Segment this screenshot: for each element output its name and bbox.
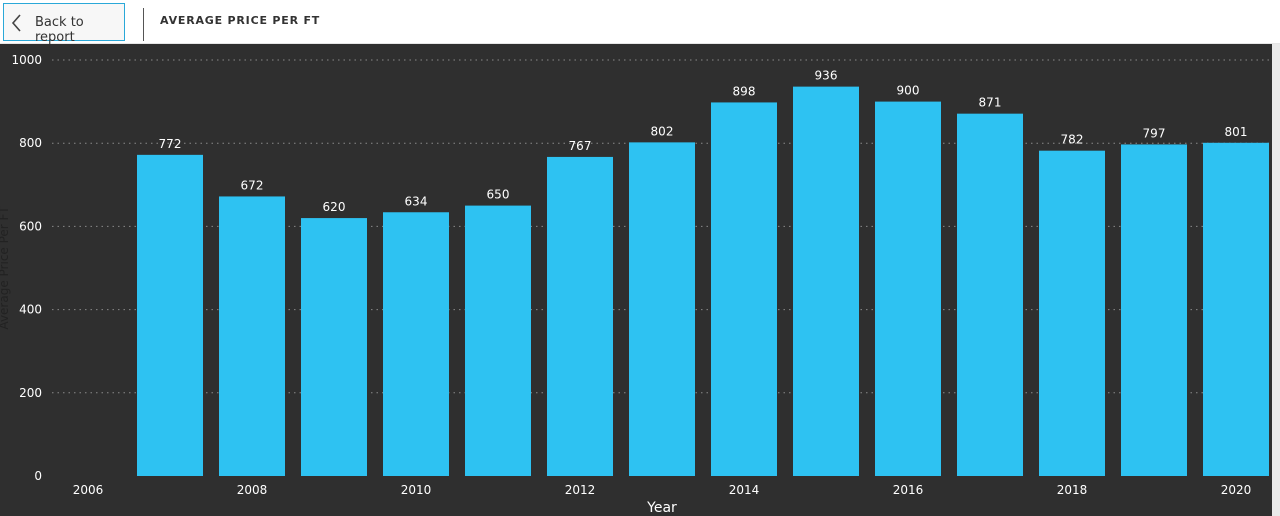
data-label-2018: 782 [1061, 133, 1084, 147]
bar-2009[interactable] [301, 218, 367, 476]
data-label-2020: 801 [1225, 125, 1248, 139]
data-label-2017: 871 [979, 96, 1002, 110]
bar-2012[interactable] [547, 156, 613, 476]
top-bar: Back to report AVERAGE PRICE PER FT [0, 0, 1280, 45]
scroll-strip [1272, 44, 1280, 516]
y-tick-label: 200 [19, 386, 42, 400]
data-label-2016: 900 [897, 84, 920, 98]
x-tick-label: 2012 [565, 483, 596, 497]
data-labels: 772 672 620 634 650 767 802 898 936 900 871 782 797 8… [159, 69, 1248, 214]
data-label-2011: 650 [487, 188, 510, 202]
page-title: AVERAGE PRICE PER FT [160, 14, 321, 27]
y-tick-label: 1000 [11, 53, 42, 67]
x-tick-label: 2008 [237, 483, 268, 497]
bar-2017[interactable] [957, 113, 1023, 476]
data-label-2007: 772 [159, 137, 182, 151]
y-tick-label: 0 [34, 469, 42, 483]
bar-chart: 0 200 400 600 800 1000 772 672 620 634 650 767 802 8… [0, 53, 1270, 516]
y-tick-label: 800 [19, 136, 42, 150]
y-tick-label: 400 [19, 303, 42, 317]
x-tick-label: 2006 [73, 483, 104, 497]
x-tick-label: 2014 [729, 483, 760, 497]
chart-area: 0 200 400 600 800 1000 772 672 620 634 650 767 802 8… [0, 44, 1280, 516]
x-tick-label: 2020 [1221, 483, 1252, 497]
bar-2008[interactable] [219, 196, 285, 476]
x-axis-title: Year [646, 500, 677, 516]
y-axis-ticks: 0 200 400 600 800 1000 [11, 53, 42, 483]
bar-2020[interactable] [1203, 142, 1269, 476]
bar-2010[interactable] [383, 212, 449, 477]
bar-2015[interactable] [793, 86, 859, 477]
y-tick-label: 600 [19, 219, 42, 233]
bar-2013[interactable] [629, 142, 695, 477]
data-label-2010: 634 [405, 194, 428, 208]
x-tick-label: 2010 [401, 483, 432, 497]
header-divider [143, 8, 144, 41]
bars [137, 86, 1269, 477]
data-label-2012: 767 [569, 139, 592, 153]
data-label-2014: 898 [733, 84, 756, 98]
bar-2007[interactable] [137, 154, 203, 476]
x-tick-label: 2016 [893, 483, 924, 497]
x-axis-ticks: 2006 2008 2010 2012 2014 2016 2018 2020 [73, 483, 1252, 497]
bar-2014[interactable] [711, 102, 777, 476]
chevron-left-icon [11, 14, 21, 32]
bar-2016[interactable] [875, 101, 941, 476]
bar-2019[interactable] [1121, 144, 1187, 476]
data-label-2008: 672 [241, 178, 264, 192]
y-axis-title: Average Price Per FT [0, 206, 11, 330]
back-to-report-button[interactable]: Back to report [3, 3, 125, 45]
bar-2011[interactable] [465, 205, 531, 476]
back-to-report-label: Back to report [35, 15, 84, 45]
bar-2018[interactable] [1039, 150, 1105, 477]
data-label-2013: 802 [651, 124, 674, 138]
x-tick-label: 2018 [1057, 483, 1088, 497]
data-label-2019: 797 [1143, 126, 1166, 140]
data-label-2009: 620 [323, 200, 346, 214]
data-label-2015: 936 [815, 69, 838, 83]
